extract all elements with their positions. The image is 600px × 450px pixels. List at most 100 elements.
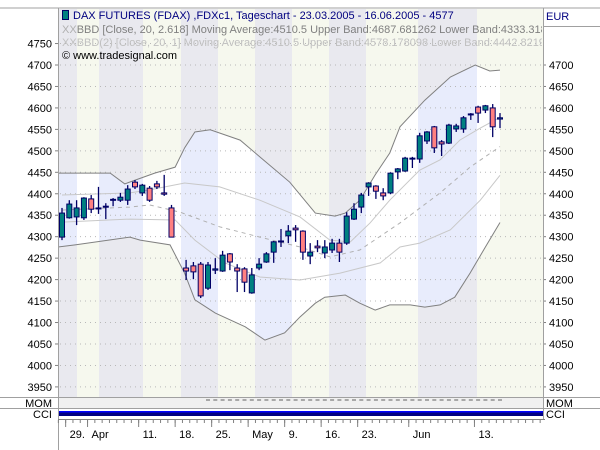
mom-bar (308, 399, 313, 401)
mom-bar (425, 399, 429, 401)
cci-line (59, 411, 543, 416)
y-tick-label-left: 4550 (28, 124, 52, 136)
candle-up (460, 117, 467, 130)
candle-down (241, 268, 248, 283)
legend-bbd[interactable]: XXBBD [Close, 20, 2.618] Moving Average:… (62, 24, 542, 36)
candle-down (299, 230, 306, 253)
candle-up (329, 242, 336, 251)
y-tick-label-left: 4450 (28, 167, 52, 179)
y-tick-label-right: 4150 (549, 296, 573, 308)
mom-bar (286, 399, 291, 401)
candle-down (380, 192, 387, 197)
mom-bar (395, 399, 400, 401)
mom-bar (498, 399, 502, 401)
candle-up (263, 253, 270, 263)
candle-up (307, 251, 314, 257)
chart-title: DAX FUTURES (FDAX) ,FDXc1, Tageschart - … (62, 10, 454, 22)
copyright: © www.tradesignal.com (62, 50, 178, 62)
candle-down (292, 227, 299, 231)
y-tick-label-right: 4550 (549, 124, 573, 136)
candle-up (248, 274, 255, 294)
x-tick-label: 29. (70, 429, 85, 441)
mom-bar (227, 399, 232, 401)
candle-down (438, 141, 445, 145)
candle-up (102, 205, 109, 208)
y-tick-label-right: 4700 (549, 60, 573, 72)
x-tick-label: 11. (143, 429, 157, 441)
mom-panel[interactable] (59, 397, 543, 409)
y-tick-label-left: 4400 (28, 189, 52, 201)
candle-up (424, 131, 430, 142)
left-price-axis: 4750 4700 4650 4600 4550 4500 4450 4400 4350 4300… (28, 39, 58, 394)
candle-up (256, 263, 263, 269)
candle-up (394, 168, 401, 173)
mom-bars (206, 399, 502, 401)
cci-line-highlight (59, 411, 543, 413)
mom-bar (366, 399, 371, 401)
candle-down (146, 187, 153, 201)
legend-bbd-text: BBD [Close, 20, 2.618] Moving Average:45… (76, 24, 542, 36)
candle-up (445, 124, 452, 144)
candle-up (124, 188, 131, 201)
candle-down (314, 245, 321, 249)
y-tick-label-left: 4100 (28, 318, 52, 330)
y-tick-label-left: 4700 (28, 60, 52, 72)
candle-up (212, 268, 219, 271)
candle-down (197, 263, 204, 297)
x-tick-label: 23. (362, 429, 377, 441)
currency-label: EUR (546, 11, 570, 23)
candle-up (139, 184, 146, 194)
candle-down (489, 107, 496, 128)
legend-bbd2[interactable]: XXBBD(2) [Close, 20, 1] Moving Average:4… (62, 37, 542, 49)
x-tick-label: Jun (413, 429, 431, 441)
candle-up (343, 215, 350, 244)
cci-label-left: CCI (33, 409, 52, 421)
y-tick-label-left: 4500 (28, 146, 52, 158)
y-tick-label-right: 4200 (549, 275, 573, 287)
candle-up (497, 117, 503, 120)
candle-up (387, 172, 394, 194)
candle-up (66, 203, 73, 219)
mom-bar (322, 399, 327, 401)
candle-down (336, 242, 343, 253)
chart-title-text: DAX FUTURES (FDAX) ,FDXc1, Tageschart - … (73, 10, 454, 22)
y-tick-label-left: 4250 (28, 253, 52, 265)
mom-bar (279, 399, 283, 401)
mom-bar (410, 399, 415, 401)
mom-bar (439, 399, 444, 401)
y-tick-label-left: 4050 (28, 339, 52, 351)
candle-down (183, 267, 190, 272)
mom-bar (381, 399, 386, 401)
mom-bar (359, 399, 364, 401)
candle-up (402, 157, 409, 172)
band-icon: XX (62, 37, 77, 49)
y-tick-label-right: 4050 (549, 339, 573, 351)
candle-down (132, 181, 138, 188)
candle-up (453, 125, 460, 130)
mom-bar (352, 399, 356, 401)
candle-up (270, 241, 277, 253)
y-tick-label-left: 4000 (28, 360, 52, 372)
candle-down (475, 106, 482, 114)
moving-average-line (61, 146, 501, 258)
mom-bar (483, 399, 488, 401)
mom-bar (403, 399, 408, 401)
y-tick-label-right: 4400 (549, 189, 573, 201)
mom-bar (373, 399, 378, 401)
candle-up (73, 207, 80, 218)
y-tick-label-right: 3950 (549, 382, 573, 394)
mom-bar (220, 399, 225, 401)
price-gridlines (60, 43, 543, 388)
x-tick-label: 25. (216, 429, 231, 441)
mom-bar (206, 399, 210, 401)
mom-bar (330, 399, 335, 401)
mom-bar (344, 399, 349, 401)
mom-bar (293, 399, 298, 401)
y-tick-label-right: 4650 (549, 81, 573, 93)
mom-bar (242, 399, 247, 401)
candle-up (321, 246, 328, 254)
candle-up (416, 135, 423, 160)
mom-label-left: MOM (25, 398, 52, 410)
inner-lower-band-line (61, 174, 501, 281)
mom-bar (432, 399, 437, 401)
